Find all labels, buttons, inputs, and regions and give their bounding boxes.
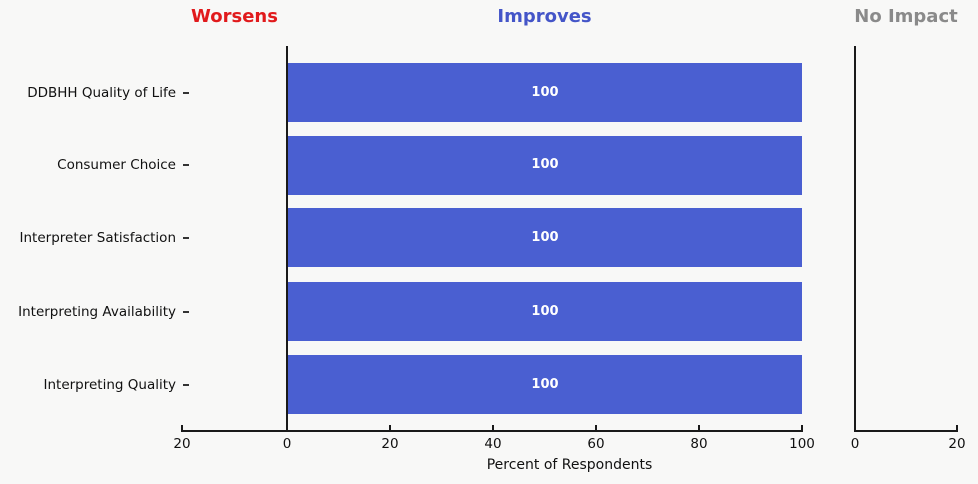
x-tick (854, 425, 856, 430)
bar (288, 63, 802, 123)
category-label: Interpreting Availability (18, 303, 176, 320)
x-tick-label: 20 (948, 436, 966, 452)
panel-title-worsens: Worsens (191, 6, 278, 27)
x-tick-label: 100 (789, 436, 815, 452)
no-impact-panel-y-spine (854, 46, 856, 432)
x-tick (698, 425, 700, 430)
bar-value-label: 100 (531, 376, 559, 392)
x-tick (492, 425, 494, 430)
x-axis-line-no-impact (854, 430, 958, 432)
bar-value-label: 100 (531, 157, 559, 173)
x-tick-label: 60 (587, 436, 605, 452)
x-tick-label: 0 (850, 436, 860, 452)
improves-panel-y-spine (286, 46, 288, 432)
y-tick (183, 91, 189, 94)
x-tick-label: 40 (484, 436, 502, 452)
x-tick (286, 425, 288, 430)
y-tick (183, 310, 189, 313)
bar (288, 355, 802, 414)
x-tick (181, 425, 183, 430)
bar-value-label: 100 (531, 303, 559, 319)
bar (288, 135, 802, 195)
bar (288, 208, 802, 268)
x-tick (595, 425, 597, 430)
x-tick-label: 20 (381, 436, 399, 452)
x-tick-label: 0 (282, 436, 292, 452)
x-axis-line-worsens-improves (181, 430, 803, 432)
category-label: Interpreter Satisfaction (19, 229, 176, 246)
bar-value-label: 100 (531, 84, 559, 100)
category-label: Consumer Choice (57, 157, 176, 174)
y-tick (183, 164, 189, 167)
panel-title-improves: Improves (497, 6, 592, 27)
x-tick (801, 425, 803, 430)
x-tick (956, 425, 958, 430)
x-tick-label: 20 (173, 436, 191, 452)
x-axis-title: Percent of Respondents (486, 457, 653, 473)
y-tick (183, 236, 189, 239)
category-label: Interpreting Quality (43, 376, 176, 393)
panel-title-no-impact: No Impact (854, 6, 958, 27)
bar (288, 282, 802, 342)
x-tick (389, 425, 391, 430)
y-tick (183, 383, 189, 386)
x-tick-label: 80 (690, 436, 708, 452)
bar-value-label: 100 (531, 229, 559, 245)
category-label: DDBHH Quality of Life (27, 84, 176, 101)
